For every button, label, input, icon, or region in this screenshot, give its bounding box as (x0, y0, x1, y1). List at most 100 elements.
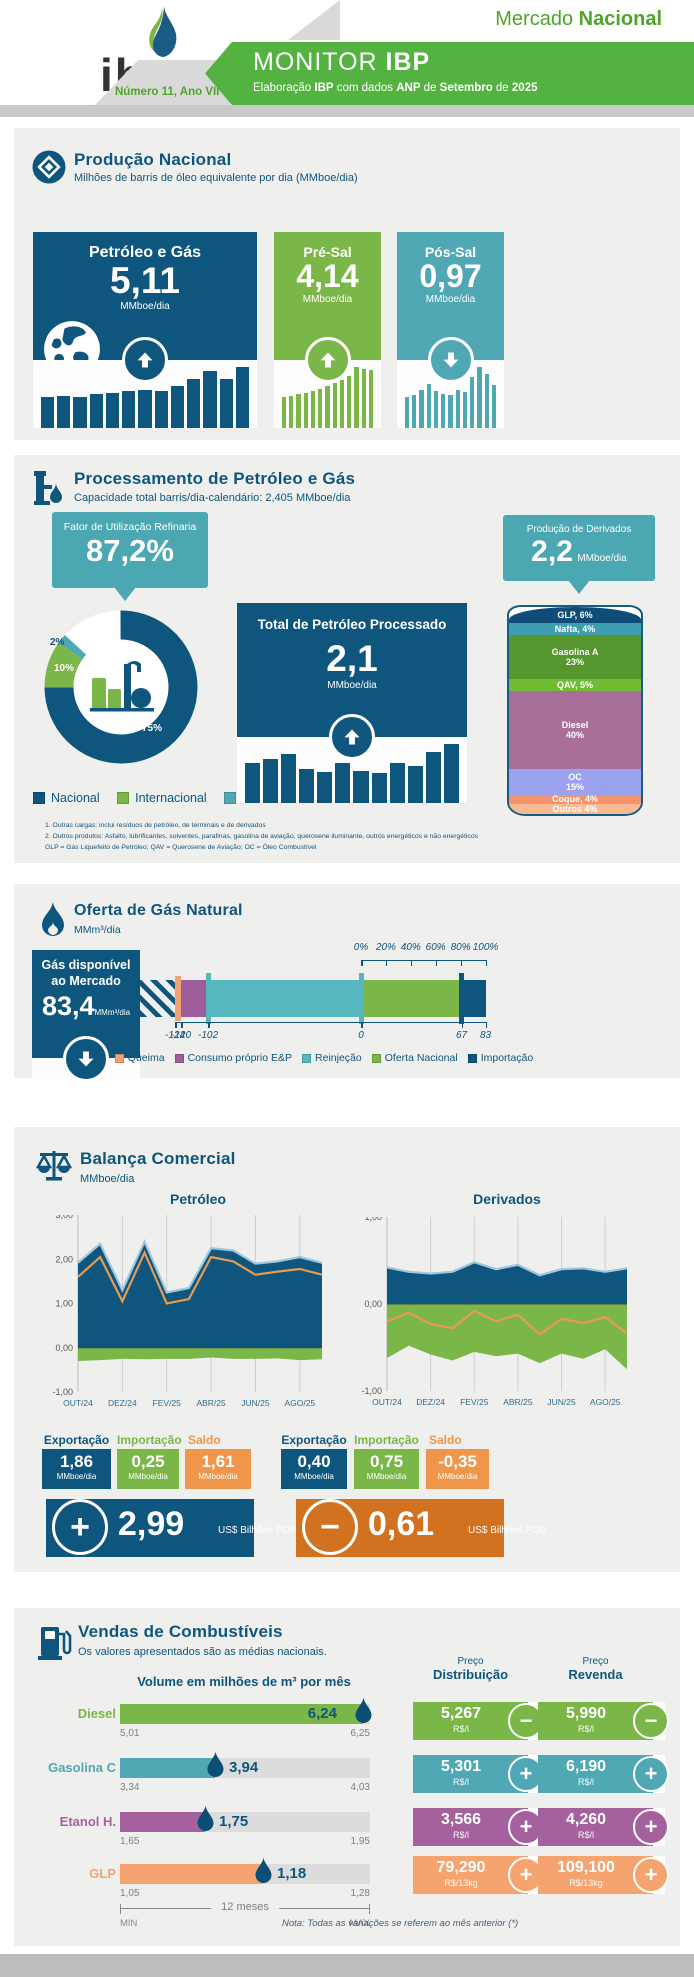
y-tick-label: -1,00 (361, 1386, 382, 1396)
x-tick-label: DEZ/24 (108, 1398, 137, 1408)
trend-down-icon (63, 1036, 109, 1082)
spark-bar (368, 370, 374, 428)
price-value: 4,260 (565, 1811, 607, 1828)
price-value: 109,100 (557, 1859, 615, 1876)
spark-bar (170, 386, 185, 428)
barrel-derivados-chart: GLP, 6% Nafta, 4% Gasolina A 23% QAV, 5% Die… (507, 605, 643, 816)
price-value: 79,290 (436, 1859, 486, 1876)
legend-swatch-internacional (117, 792, 130, 804)
gas-legend-item: Importação (467, 1052, 533, 1064)
bubble-label: Produção de Derivados (526, 524, 632, 535)
droplet-marker-icon (255, 1857, 272, 1883)
y-tick-label: 0,00 (55, 1343, 73, 1353)
market-bold: Nacional (578, 8, 662, 30)
gas-segment-consumo-pr-prio-e-p (181, 980, 208, 1017)
donut-segment (44, 610, 198, 764)
gas-top-axis: 0% 20% 40% 60% 80% 100% (175, 936, 498, 976)
spark-bar (455, 390, 460, 428)
spark-bar (310, 391, 316, 428)
banner-value: 2,99 (118, 1505, 185, 1543)
spark-bar (296, 394, 301, 428)
trend-up-icon (329, 714, 375, 760)
spark-bar (491, 385, 497, 428)
y-tick-label: -1,00 (52, 1387, 73, 1397)
bubble-unit: MMboe/dia (577, 553, 627, 564)
stat-box-exportacao-petroleo: 1,86 MMboe/dia (42, 1449, 111, 1489)
gas-segment-oferta-nacional (361, 980, 462, 1017)
stat-label-importacao: Importação (354, 1433, 419, 1447)
price-unit: R$/l (577, 1830, 594, 1840)
price-card-rev-etanol-h-: 4,260 R$/l + (538, 1808, 669, 1846)
card-label: Total de Petróleo Processado (257, 617, 447, 632)
gas-top-axis-line (361, 960, 486, 961)
stat-label-saldo: Saldo (429, 1433, 462, 1447)
spark-bar (335, 763, 351, 803)
price-card-wrap: 79,290 R$/13kg + (413, 1856, 544, 1894)
monitor-subtitle: Elaboração IBP com dados ANP de Setembro… (253, 82, 538, 94)
spark-bar (235, 367, 250, 428)
trend-down-icon (427, 337, 474, 383)
spark-bar (73, 397, 87, 428)
spark-bar (282, 397, 287, 428)
spark-bar (462, 392, 468, 428)
section-title: Balança Comercial (80, 1149, 236, 1168)
gas-bottom-tick: -124 (164, 1030, 186, 1041)
gas-segment-importa-o (461, 980, 486, 1017)
stat-box-importacao-petroleo: 0,25 MMboe/dia (117, 1449, 179, 1489)
x-tick-label: FEV/25 (153, 1398, 182, 1408)
x-tick-label: ABR/25 (503, 1397, 533, 1407)
spark-bar (122, 391, 136, 428)
bubble-label: Fator de Utilização Refinaria (63, 521, 197, 533)
gas-bottom-tick: 83 (479, 1030, 492, 1041)
barrel-segment-nafta: Nafta, 4% (509, 623, 641, 635)
banner-saldo-derivados: − 0,61 US$ Bilhões FOB (296, 1499, 546, 1557)
price-unit: R$/l (577, 1777, 594, 1787)
section-subtitle: Capacidade total barris/dia-calendário: … (74, 492, 351, 504)
fuel-track: 6,24 (120, 1697, 372, 1724)
price-value: 5,301 (440, 1758, 482, 1775)
spark-bar (361, 369, 366, 428)
fuel-name: GLP (89, 1866, 116, 1881)
gas-boundary-tab (459, 973, 464, 1024)
gas-bottom-tick: 67 (455, 1030, 468, 1041)
fuel-max: 6,25 (350, 1728, 370, 1739)
droplet-marker-icon (355, 1697, 372, 1723)
sparkline-processado (237, 737, 467, 803)
monitor-title: MONITOR IBP (253, 48, 431, 76)
y-tick-label: 1,00 (55, 1299, 73, 1309)
spark-bar (57, 396, 71, 428)
price-value: 3,566 (440, 1811, 482, 1828)
legend-swatch-outras (224, 792, 237, 804)
droplet-marker-icon (197, 1805, 214, 1831)
card-pos-sal: Pós-Sal 0,97 MMboe/dia (397, 232, 504, 428)
gas-legend-item: Queima (114, 1052, 165, 1064)
spark-bar (412, 395, 417, 428)
price-card-dist-etanol-h-: 3,566 R$/l + (413, 1808, 544, 1846)
gas-bottom-tick-mark (208, 1022, 210, 1028)
card-value: 5,11 (110, 260, 180, 301)
card-label: Pré-Sal (303, 244, 352, 260)
price-unit: R$/l (577, 1724, 594, 1734)
stat-label-exportacao: Exportação (43, 1433, 110, 1447)
price-value: 5,990 (565, 1705, 607, 1722)
x-tick-label: DEZ/24 (416, 1397, 445, 1407)
spark-bar (426, 384, 431, 428)
price-card-wrap: 109,100 R$/13kg + (538, 1856, 669, 1894)
hatch-connector (140, 980, 175, 1017)
banner-unit: US$ Bilhões FOB (218, 1525, 297, 1536)
stat-box-importacao-derivados: 0,75 MMboe/dia (354, 1449, 419, 1489)
spark-bar (441, 394, 446, 428)
fuel-fill (120, 1704, 363, 1724)
minus-icon: − (633, 1703, 669, 1739)
bubble-fator-utilizacao: Fator de Utilização Refinaria 87,2% (52, 512, 208, 601)
section-vendas-combustiveis: Vendas de Combustíveis Os valores aprese… (14, 1608, 680, 1946)
gas-top-tick-mark (435, 960, 438, 966)
footnote-3: GLP = Gás Liquefeito de Petróleo; QAV = … (45, 843, 317, 851)
plus-icon: + (633, 1857, 669, 1893)
x-tick-label: AGO/25 (284, 1398, 315, 1408)
header-divider (0, 105, 694, 117)
y-tick-label: 0,00 (364, 1299, 382, 1309)
banner-value: 0,61 (368, 1505, 435, 1543)
flame-icon (42, 902, 64, 936)
droplet-marker-icon (207, 1751, 224, 1777)
